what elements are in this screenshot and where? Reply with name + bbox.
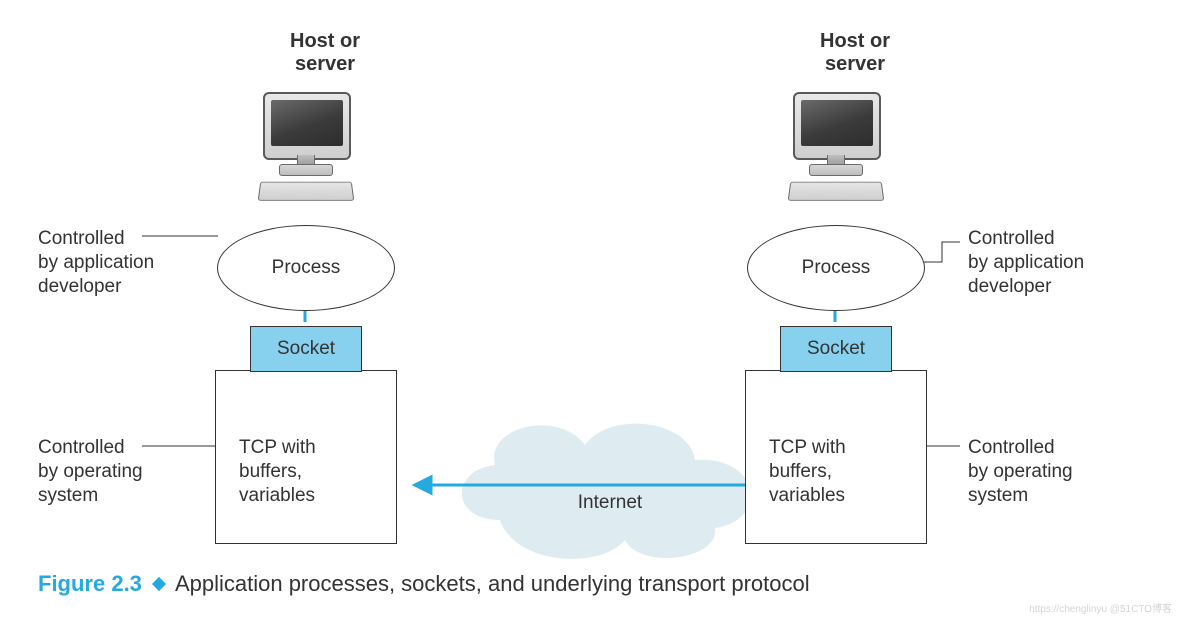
diamond-icon: [152, 577, 166, 591]
left-app-controlled-label: Controlledby applicationdeveloper: [38, 227, 154, 298]
left-socket-label: Socket: [277, 338, 335, 360]
right-os-controlled-label: Controlledby operatingsystem: [968, 436, 1073, 507]
left-process-node: Process: [217, 225, 395, 311]
left-host-header: Host orserver: [265, 30, 385, 76]
figure-caption: Figure 2.3 Application processes, socket…: [38, 571, 810, 597]
left-process-label: Process: [272, 257, 341, 279]
right-socket-node: Socket: [780, 326, 892, 372]
diagram-stage: Host orserver TCP withbuffers,variables …: [0, 0, 1184, 623]
figure-caption-text: Application processes, sockets, and unde…: [175, 571, 810, 596]
right-app-controlled-label: Controlledby applicationdeveloper: [968, 227, 1084, 298]
computer-icon: [775, 92, 895, 202]
right-socket-label: Socket: [807, 338, 865, 360]
left-socket-node: Socket: [250, 326, 362, 372]
right-host-header: Host orserver: [795, 30, 915, 76]
right-tcp-label: TCP withbuffers,variables: [769, 436, 846, 507]
internet-cloud: Internet: [460, 410, 760, 560]
internet-label: Internet: [460, 492, 760, 514]
figure-number: Figure 2.3: [38, 571, 142, 596]
left-os-controlled-label: Controlledby operatingsystem: [38, 436, 143, 507]
right-process-label: Process: [802, 257, 871, 279]
watermark-text: https://chenglinyu @51CTO博客: [1029, 600, 1172, 615]
computer-icon: [245, 92, 365, 202]
right-process-node: Process: [747, 225, 925, 311]
left-tcp-label: TCP withbuffers,variables: [239, 436, 316, 507]
